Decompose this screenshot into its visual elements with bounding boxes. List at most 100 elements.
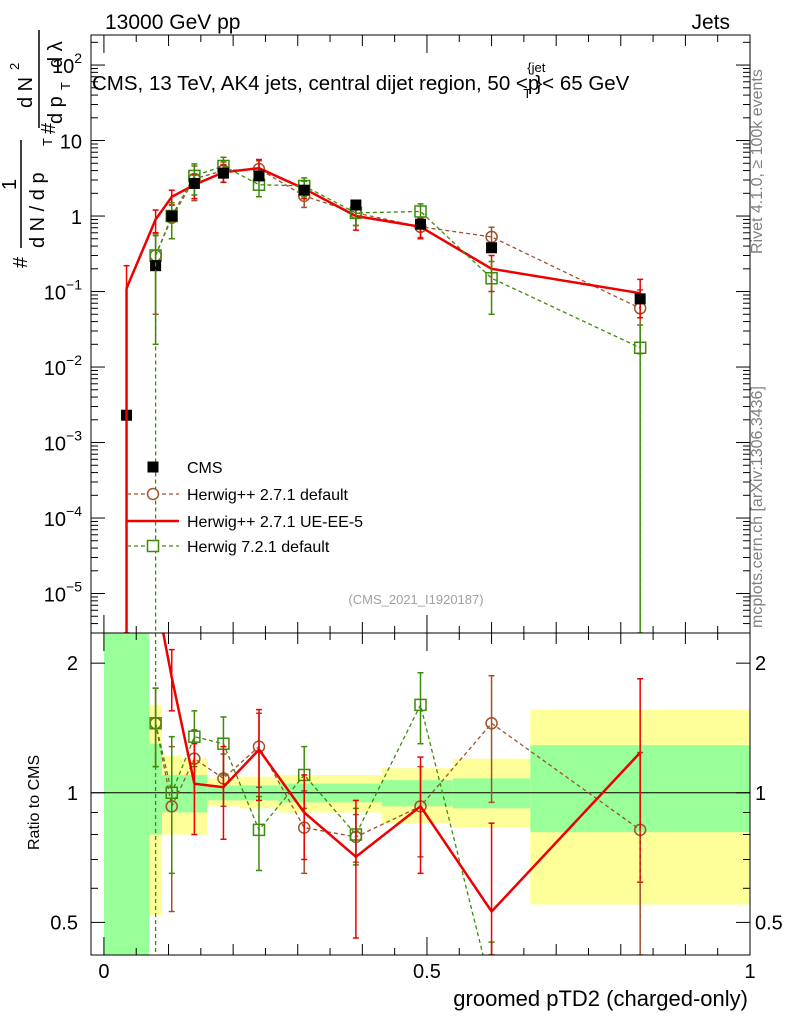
main-y-tick-base: 10 xyxy=(44,509,66,531)
main-marker xyxy=(414,205,427,218)
header-right-label: Jets xyxy=(691,11,730,34)
legend-entry: Herwig++ 2.7.1 UE-EE-5 xyxy=(127,514,363,531)
main-title-superscript: {jet xyxy=(527,60,545,75)
ratio-solid-line xyxy=(161,633,644,955)
main-title-suffix: }< 65 GeV xyxy=(535,72,629,95)
ratio-y-tick-label-left: 0.5 xyxy=(50,912,78,934)
main-marker xyxy=(485,271,498,285)
ylabel-denominator-1-subscript: T xyxy=(40,138,55,146)
main-marker xyxy=(415,218,426,230)
main-y-tick-base: 1 xyxy=(71,207,82,229)
ratio-y-tick-label-left: 1 xyxy=(67,783,78,805)
main-series-line xyxy=(125,166,641,295)
legend-label: Herwig 7.2.1 default xyxy=(187,539,330,556)
main-y-tick-exponent: −4 xyxy=(66,503,82,519)
main-title: CMS, 13 TeV, AK4 jets, central dijet reg… xyxy=(92,60,630,101)
main-series-line xyxy=(154,165,641,349)
main-y-tick-label: 10 xyxy=(60,132,82,154)
main-y-tick-base: 10 xyxy=(52,56,74,78)
stat-uncertainty-band xyxy=(103,633,150,955)
ylabel-denominator-2-subscript: T xyxy=(58,82,73,90)
main-y-tick-label: 102 xyxy=(52,50,82,78)
main-marker xyxy=(253,170,265,182)
main-title-subscript: T xyxy=(523,86,531,101)
main-y-tick-label: 10−1 xyxy=(44,277,82,305)
ylabel-numerator-2-exponent: 2 xyxy=(7,63,22,70)
mcplots-label: mcplots.cern.ch [arXiv:1306.3436] xyxy=(749,386,766,628)
ratio-marker xyxy=(165,786,179,800)
legend-marker-data xyxy=(147,461,159,473)
ratio-series-line xyxy=(154,722,641,838)
main-marker xyxy=(217,167,229,179)
ylabel-hash-1: # xyxy=(10,256,32,268)
legend-marker-square xyxy=(146,539,160,553)
ratio-y-tick-label-left: 2 xyxy=(67,653,78,675)
ratio-marker xyxy=(252,823,266,837)
axis-frames xyxy=(90,34,751,956)
ylabel-numerator-2: d N xyxy=(15,77,37,108)
legend: CMS Herwig++ 2.7.1 default Herwig++ 2.7.1 … xyxy=(127,460,363,556)
main-y-tick-base: 10 xyxy=(44,585,66,607)
header-left-label: 13000 GeV pp xyxy=(105,11,240,34)
legend-marker-circle xyxy=(146,487,160,501)
axis-ticks xyxy=(91,35,751,955)
main-y-tick-exponent: −1 xyxy=(66,277,82,293)
ratio-x-tick-label: 0 xyxy=(98,961,109,983)
main-y-tick-exponent: −2 xyxy=(66,352,82,368)
main-solid-line xyxy=(123,158,644,633)
rivet-version-label: Rivet 4.1.0, ≥ 100k events xyxy=(749,69,766,254)
main-y-tick-label: 10−5 xyxy=(44,579,82,607)
ratio-y-tick-label-right: 0.5 xyxy=(755,912,783,934)
analysis-watermark: (CMS_2021_I1920187) xyxy=(348,592,483,607)
main-y-tick-base: 10 xyxy=(44,358,66,380)
legend-entry: Herwig++ 2.7.1 default xyxy=(127,487,349,504)
main-y-tick-exponent: −3 xyxy=(66,428,82,444)
main-series-line xyxy=(155,168,641,309)
main-y-tick-exponent: 2 xyxy=(74,50,82,66)
main-marker xyxy=(166,210,178,222)
ratio-marker xyxy=(188,730,201,743)
ratio-y-tick-label-right: 2 xyxy=(755,653,766,675)
main-y-tick-label: 10−4 xyxy=(44,503,82,531)
main-square-dashed xyxy=(149,156,647,633)
data-series xyxy=(121,156,647,955)
main-circle-dashed xyxy=(149,159,647,355)
legend-label: Herwig++ 2.7.1 UE-EE-5 xyxy=(187,514,363,531)
main-marker xyxy=(188,177,200,189)
ratio-marker xyxy=(485,717,498,730)
main-y-tick-base: 10 xyxy=(44,283,66,305)
legend-entry: Herwig 7.2.1 default xyxy=(127,539,330,556)
main-y-tick-base: 10 xyxy=(44,434,66,456)
main-y-axis-label: #1 d N / d p T # d N 2 d p Td λ xyxy=(0,30,73,268)
x-axis-label: groomed pTD2 (charged-only) xyxy=(453,986,748,1011)
ylabel-hash-2: # xyxy=(38,122,60,134)
ratio-x-tick-label: 1 xyxy=(744,961,755,983)
main-title-text: CMS, 13 TeV, AK4 jets, central dijet reg… xyxy=(92,72,539,95)
main-y-tick-label: 10−2 xyxy=(44,352,82,380)
main-marker xyxy=(486,242,498,254)
legend-label: CMS xyxy=(187,460,223,477)
main-marker xyxy=(633,341,647,355)
main-y-tick-label: 10−3 xyxy=(44,428,82,456)
ylabel-denominator-1: d N / d p xyxy=(27,172,49,248)
main-data xyxy=(121,167,646,421)
ratio-y-tick-label-right: 1 xyxy=(755,783,766,805)
ylabel-denominator-2a: d p xyxy=(45,96,67,124)
ratio-y-axis-label: Ratio to CMS xyxy=(26,755,43,850)
main-marker xyxy=(634,293,646,305)
main-marker xyxy=(350,199,362,211)
main-marker xyxy=(298,184,310,196)
main-y-tick-exponent: −5 xyxy=(66,579,82,595)
ratio-marker xyxy=(414,698,427,712)
ratio-x-tick-label: 0.5 xyxy=(413,961,441,983)
main-y-tick-label: 1 xyxy=(71,207,82,229)
band-group xyxy=(103,633,750,955)
main-y-tick-base: 10 xyxy=(60,132,82,154)
ratio-series-line xyxy=(154,703,484,955)
legend-label: Herwig++ 2.7.1 default xyxy=(187,487,349,504)
ylabel-numerator-1: 1 xyxy=(0,179,21,190)
ylabel-denominator-2b: d λ xyxy=(45,41,67,68)
legend-entry: CMS xyxy=(147,460,223,477)
